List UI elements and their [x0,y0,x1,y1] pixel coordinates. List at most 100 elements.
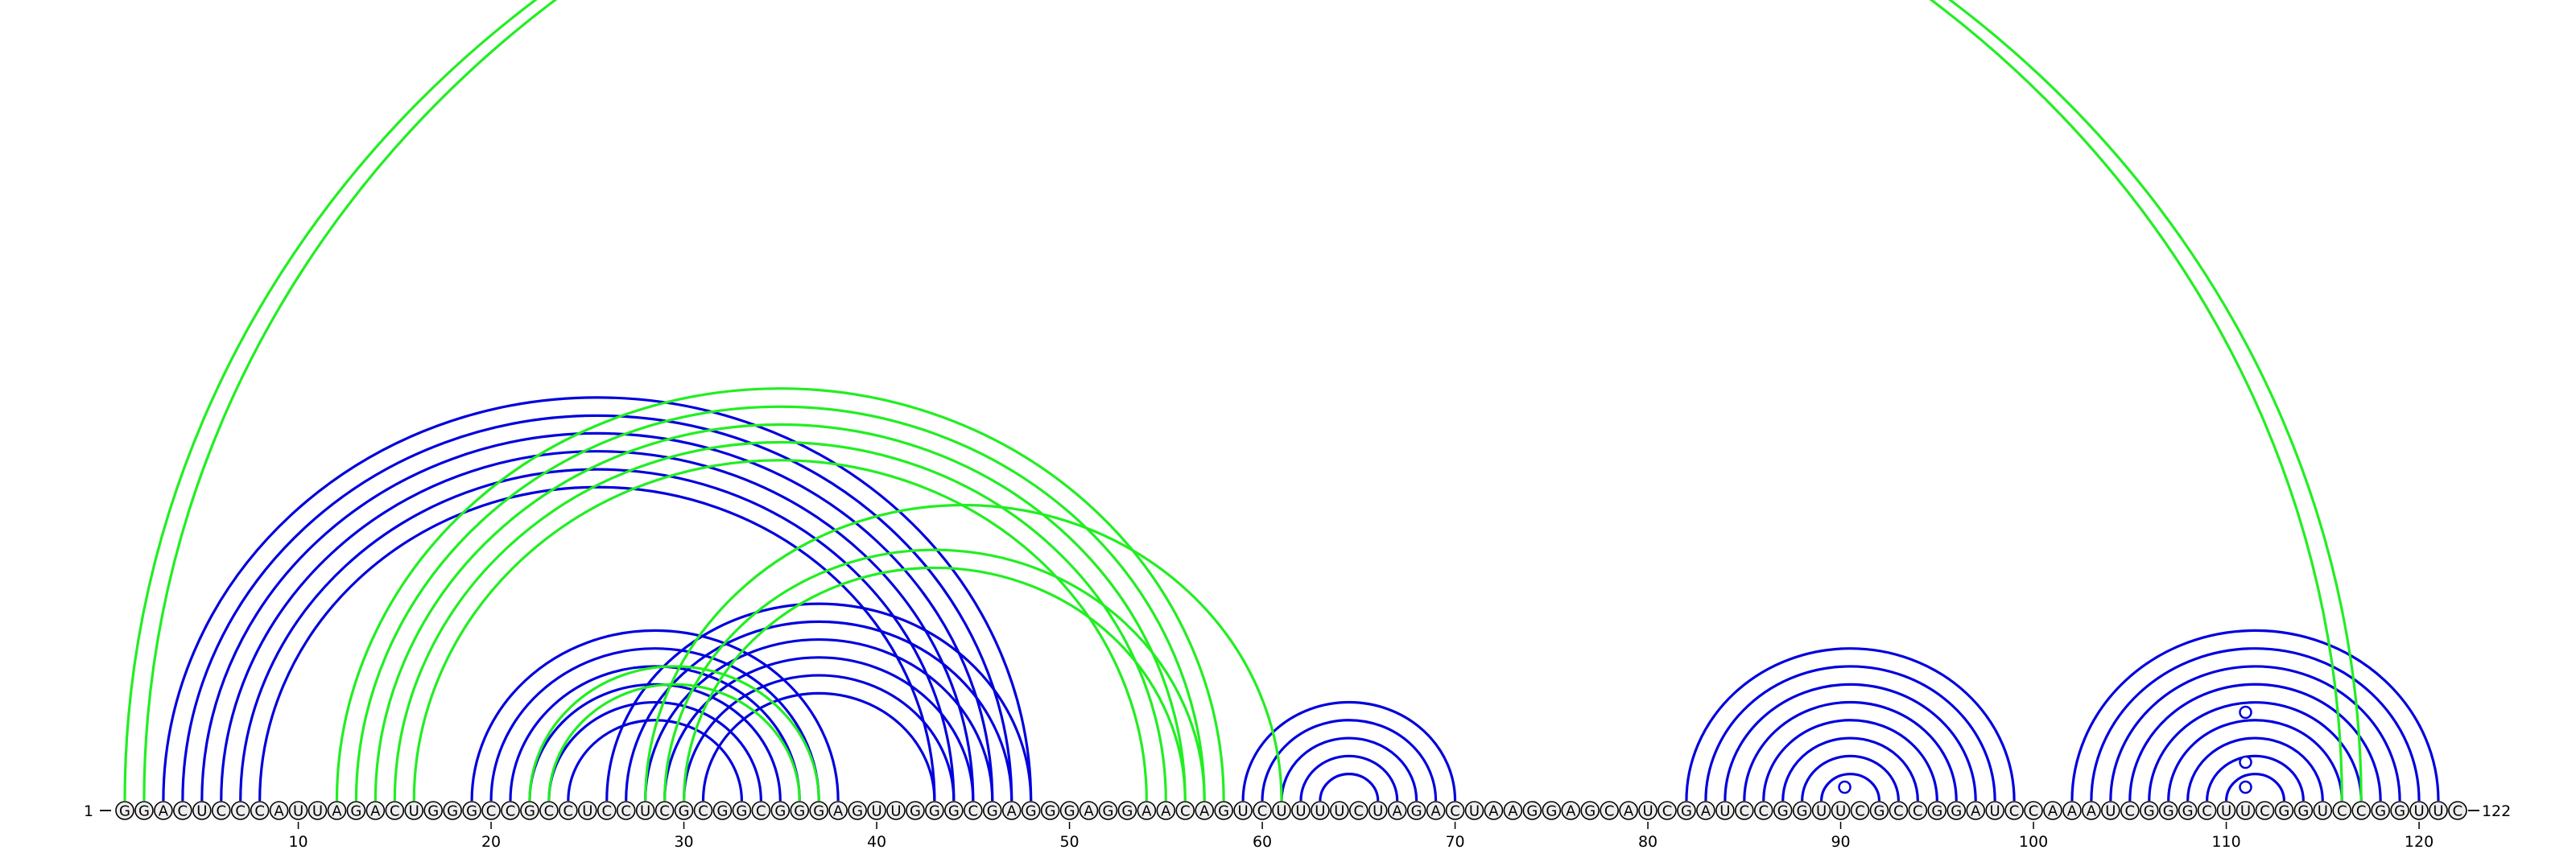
nucleotide: C [481,801,501,820]
base-pair-arc-blue [547,700,762,802]
nucleotide: U [867,801,886,820]
nucleotide: A [1426,801,1446,820]
svg-text:G: G [910,803,921,820]
tick-label: 120 [2405,833,2434,851]
svg-text:G: G [736,803,747,820]
nucleotide: C [1175,801,1195,820]
nucleotide: G [1677,801,1696,820]
svg-text:G: G [119,803,130,820]
nucleotide: G [1059,801,1080,820]
nucleotide: G [1946,801,1967,820]
svg-text:A: A [2087,803,2097,820]
nucleotide: U [2429,801,2448,820]
nucleotide: U [404,801,424,820]
nucleotide: U [1233,801,1253,820]
svg-text:C: C [1604,803,1615,820]
svg-text:U: U [640,803,650,820]
nucleotide: U [1272,801,1291,820]
svg-text:A: A [1566,803,1576,820]
base-pair-arc-blue [1280,736,1418,802]
svg-text:U: U [1469,803,1480,820]
svg-text:U: U [2433,803,2443,820]
nucleotide: G [2178,801,2198,820]
nucleotide: C [597,801,617,820]
nucleotide: G [2158,801,2178,820]
tick-label: 70 [1445,833,1464,851]
svg-text:C: C [1740,803,1750,820]
base-pair-arc-blue [1685,647,2016,802]
svg-text:C: C [1893,803,1904,820]
nucleotide: C [1600,801,1619,820]
tick-label: 60 [1253,833,1272,851]
nucleotide: G [770,801,791,820]
svg-text:C: C [968,803,979,820]
svg-text:C: C [1758,803,1769,820]
base-pair-arc-blue [2148,700,2363,802]
svg-text:U: U [2221,803,2231,820]
svg-text:U: U [1990,803,2000,820]
svg-text:C: C [178,803,188,820]
svg-text:A: A [274,803,284,820]
loop-marker [2239,755,2252,769]
base-pair-arc-blue [682,674,956,802]
base-pair-arc-blue [1241,700,1457,802]
svg-text:G: G [948,803,960,820]
svg-text:C: C [1450,803,1460,820]
nucleotide: A [1387,801,1407,820]
nucleotide: A [2082,801,2101,820]
base-pair-arc-blue [528,683,782,802]
nucleotide: G [2371,801,2390,820]
base-pair-arc-green [547,683,801,802]
svg-text:U: U [1315,803,1325,820]
svg-text:C: C [544,803,555,820]
nucleotide: U [1330,801,1349,820]
svg-text:G: G [1873,803,1885,820]
tick-label: 90 [1831,833,1850,851]
nucleotide: U [1715,801,1735,820]
base-pair-arc-green [144,0,2361,801]
nucleotide: G [712,801,733,820]
nucleotide: G [520,801,539,820]
nucleotide: G [982,801,1002,820]
base-pair-arc-blue [1704,665,1996,802]
svg-text:U: U [1373,803,1383,820]
svg-text:A: A [1007,803,1018,820]
svg-text:C: C [2260,803,2270,820]
tick-label: 10 [288,833,308,851]
svg-text:U: U [2413,803,2424,820]
base-pair-arc-green [682,566,1187,802]
svg-text:G: G [1526,803,1538,820]
nucleotide: U [1291,801,1311,820]
nucleotide: G [674,801,694,820]
base-pair-arc-blue [258,485,936,802]
nucleotide: G [1927,801,1947,820]
nucleotide: C [751,801,771,820]
svg-text:A: A [1161,803,1171,820]
svg-text:C: C [1257,803,1268,820]
nucleotide: G [1406,801,1426,820]
base-pair-arc-blue [567,719,743,802]
base-pair-arc-blue [1820,773,1881,802]
svg-text:A: A [1141,803,1152,820]
svg-text:C: C [1855,803,1865,820]
svg-text:G: G [1218,803,1229,820]
svg-text:G: G [1584,803,1596,820]
nucleotide: C [385,801,405,820]
nucleotide: G [2139,801,2159,820]
nucleotide: G [944,801,964,820]
svg-text:G: G [2144,803,2155,820]
svg-text:G: G [524,803,535,820]
base-pair-arc-green [393,441,1167,802]
svg-text:G: G [1026,803,1037,820]
nucleotide: C [1253,801,1272,820]
base-pair-arc-blue [605,602,1033,802]
svg-text:G: G [2394,803,2405,820]
nucleotide: G [2293,801,2314,820]
nucleotide: G [1792,801,1812,820]
base-pair-arc-blue [663,656,975,802]
tick-label: 80 [1638,833,1657,851]
nucleotide: C [1753,801,1773,820]
nucleotide: C [2332,801,2352,820]
svg-text:G: G [447,803,458,820]
svg-text:C: C [506,803,516,820]
